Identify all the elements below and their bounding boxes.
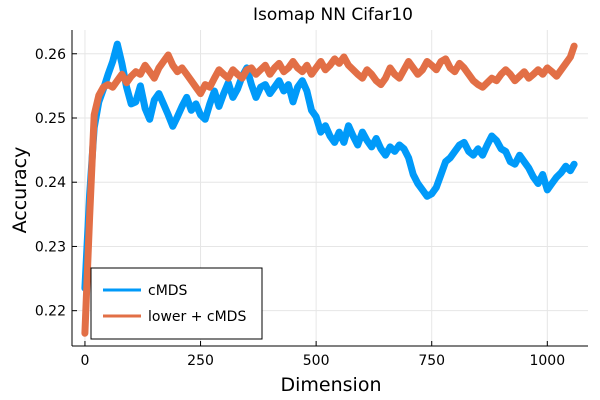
legend-label-lower-cmds: lower + cMDS bbox=[148, 309, 246, 325]
series-layer bbox=[81, 40, 578, 337]
y-tick-label: 0.26 bbox=[35, 47, 66, 63]
legend-label-cmds: cMDS bbox=[148, 283, 188, 299]
series-line-lower-cmds bbox=[81, 42, 578, 337]
x-tick-label: 250 bbox=[187, 353, 214, 369]
series-line-cmds bbox=[81, 40, 578, 292]
ticks: 0 250 500 750 1000 0.22 0.23 0.24 0.25 0.26 bbox=[35, 47, 565, 369]
x-tick-label: 750 bbox=[418, 353, 445, 369]
y-tick-label: 0.23 bbox=[35, 239, 66, 255]
y-tick-label: 0.24 bbox=[35, 175, 66, 191]
grid bbox=[72, 30, 588, 346]
x-tick-label: 500 bbox=[303, 353, 330, 369]
legend: cMDS lower + cMDS bbox=[90, 267, 263, 340]
x-tick-label: 1000 bbox=[529, 353, 565, 369]
y-axis-title: Accuracy bbox=[9, 147, 31, 234]
x-tick-label: 0 bbox=[80, 353, 89, 369]
legend-box bbox=[90, 267, 263, 340]
axes bbox=[71, 30, 588, 347]
y-tick-label: 0.25 bbox=[35, 111, 66, 127]
y-tick-label: 0.22 bbox=[35, 304, 66, 320]
chart-title: Isomap NN Cifar10 bbox=[253, 5, 413, 25]
x-axis-title: Dimension bbox=[281, 374, 382, 396]
